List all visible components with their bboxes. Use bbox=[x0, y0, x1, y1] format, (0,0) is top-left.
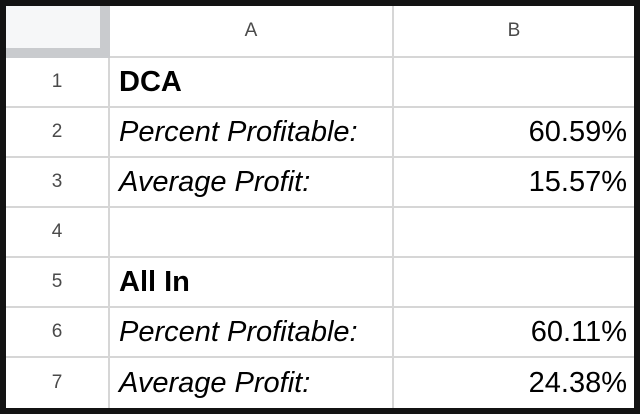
cell-A7[interactable]: Average Profit: bbox=[110, 358, 394, 408]
row-header-5[interactable]: 5 bbox=[6, 258, 110, 308]
cell-B5[interactable] bbox=[394, 258, 634, 308]
spreadsheet-grid: A B 1 DCA 2 Percent Profitable: 60.59% 3… bbox=[6, 6, 634, 408]
cell-A6[interactable]: Percent Profitable: bbox=[110, 308, 394, 358]
cell-A4[interactable] bbox=[110, 208, 394, 258]
cell-B3[interactable]: 15.57% bbox=[394, 158, 634, 208]
row-header-4[interactable]: 4 bbox=[6, 208, 110, 258]
select-all-corner[interactable] bbox=[6, 6, 110, 58]
row-header-7[interactable]: 7 bbox=[6, 358, 110, 408]
row-header-3[interactable]: 3 bbox=[6, 158, 110, 208]
column-header-a[interactable]: A bbox=[110, 6, 394, 58]
row-header-6[interactable]: 6 bbox=[6, 308, 110, 358]
cell-B2[interactable]: 60.59% bbox=[394, 108, 634, 158]
cell-A3[interactable]: Average Profit: bbox=[110, 158, 394, 208]
row-header-2[interactable]: 2 bbox=[6, 108, 110, 158]
cell-A5[interactable]: All In bbox=[110, 258, 394, 308]
cell-B7[interactable]: 24.38% bbox=[394, 358, 634, 408]
column-header-b[interactable]: B bbox=[394, 6, 634, 58]
row-header-1[interactable]: 1 bbox=[6, 58, 110, 108]
cell-B4[interactable] bbox=[394, 208, 634, 258]
cell-B6[interactable]: 60.11% bbox=[394, 308, 634, 358]
cell-B1[interactable] bbox=[394, 58, 634, 108]
cell-A1[interactable]: DCA bbox=[110, 58, 394, 108]
cell-A2[interactable]: Percent Profitable: bbox=[110, 108, 394, 158]
